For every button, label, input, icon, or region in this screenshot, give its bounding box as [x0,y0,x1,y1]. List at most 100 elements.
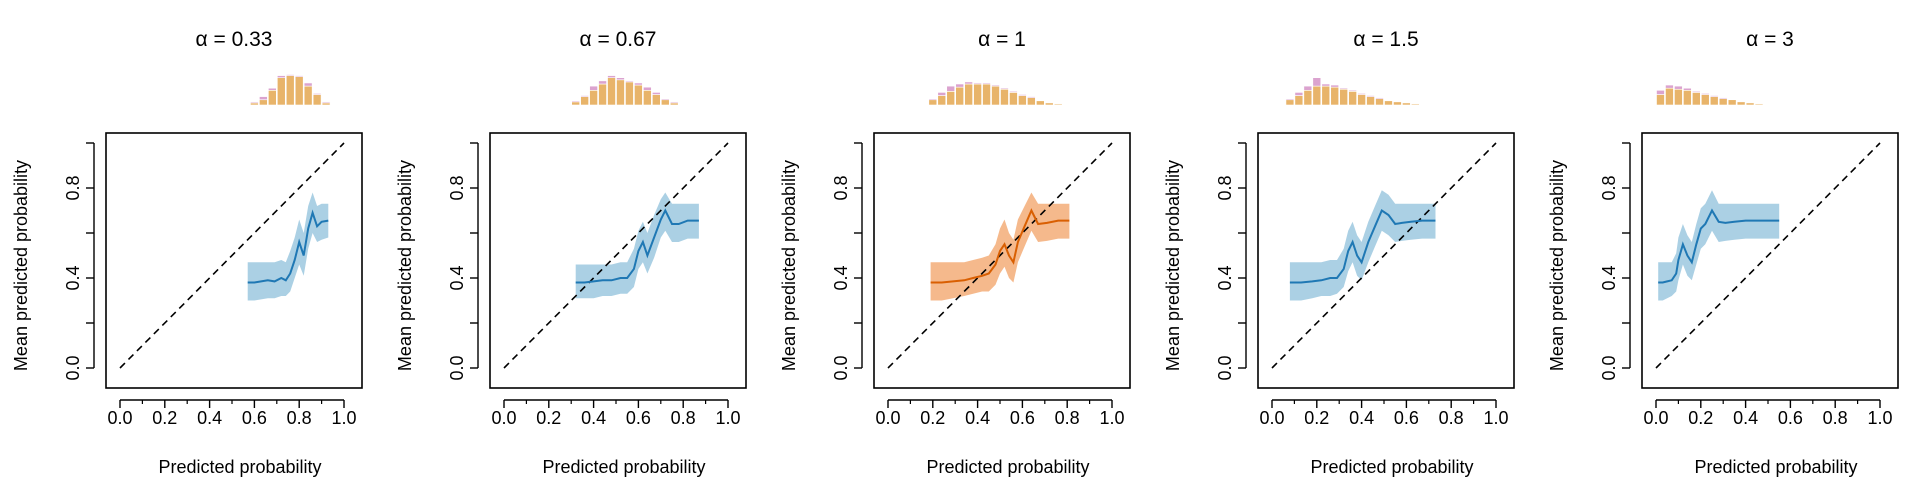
histogram-bar [285,75,295,106]
y-tick-label: 0.4 [831,265,851,290]
histogram-bar-top [1683,87,1692,91]
histogram-bar [1665,87,1674,106]
x-tick-label: 1.0 [1867,408,1892,428]
x-tick-label: 1.0 [715,408,740,428]
x-tick-label: 0.6 [1394,408,1419,428]
y-tick-label: 0.4 [1599,265,1619,290]
histogram-bar [1656,94,1665,106]
histogram-bar-top [982,82,991,85]
histogram-bar [580,96,589,106]
y-tick-label: 0.8 [447,175,467,200]
x-tick-label: 0.6 [626,408,651,428]
y-axis-label: Mean predicted probability [11,160,31,371]
histogram-bar [669,102,679,106]
x-axis-label: Predicted probability [542,457,705,477]
x-tick-label: 0.2 [920,408,945,428]
histogram-bar [982,83,991,106]
calibration-panel-2: α = 0.67 0.0 0.2 0.4 0.6 0.8 1.0 Predicted prob… [395,28,747,477]
x-tick-label: 0.2 [1304,408,1329,428]
x-tick-label: 1.0 [331,408,356,428]
x-axis-label: Predicted probability [926,457,1089,477]
x-tick-label: 0.6 [1010,408,1035,428]
histogram-bar [1294,95,1304,106]
plot-frame [873,132,1131,389]
calibration-line [575,208,699,284]
histogram-bar [1339,88,1348,106]
reference-diagonal [119,142,345,369]
calibration-panel-1: α = 0.33 0.0 0.2 0.4 0.6 0.8 1.0 Predicted prob… [11,28,363,477]
histogram-bar [1045,102,1054,106]
histogram-bar-top [1018,94,1027,96]
x-tick-label: 0.4 [965,408,990,428]
histogram-bar-top [928,98,938,101]
x-tick-label: 0.0 [491,408,516,428]
histogram-bar-top [276,75,286,78]
plot-frame [1257,132,1515,389]
y-tick-label: 0.4 [447,265,467,290]
histogram-bar-top [1285,98,1295,101]
x-tick-label: 0.0 [875,408,900,428]
panel-title: α = 0.33 [196,28,273,51]
histogram-bar-top [589,85,598,91]
x-tick-label: 0.6 [242,408,267,428]
histogram-bar [1053,103,1063,106]
y-tick-label: 0.8 [1599,175,1619,200]
histogram-bar [1674,88,1683,106]
x-tick-label: 0.2 [536,408,561,428]
reference-diagonal [887,142,1113,369]
x-tick-label: 0.0 [107,408,132,428]
panel-title: α = 3 [1746,28,1794,51]
histogram-bar-top [1339,87,1348,90]
histogram-bar [928,99,938,106]
histogram-bar [589,90,598,106]
reference-diagonal [503,142,729,369]
y-tick-label: 0.0 [1215,355,1235,380]
histogram-bar [946,91,955,106]
histogram-bar [937,95,947,106]
plot-frame [105,132,363,389]
histogram-bar-top [1294,92,1304,96]
plot-frame [1641,132,1899,389]
histogram-bar [1718,98,1728,106]
histogram-bar [1357,94,1366,106]
calibration-line [930,208,1070,284]
x-tick-label: 0.8 [1439,408,1464,428]
plot-frame [489,132,747,389]
histogram-bar [1285,99,1295,106]
y-tick-label: 0.0 [63,355,83,380]
calibration-line [1289,208,1436,284]
histogram-bar [1683,90,1692,106]
histogram-bar-top [312,93,322,95]
histogram-bar-top [1303,85,1313,91]
histogram-bar-top [955,83,964,88]
histogram-bar-top [1321,83,1331,87]
calibration-panel-3: α = 1 0.0 0.2 0.4 0.6 0.8 1.0 Predicted probabi… [779,28,1131,477]
histogram-bar [1375,98,1384,106]
histogram-bar-top [1000,87,1009,90]
histogram-bar-top [571,100,580,103]
histogram-bar [259,99,268,106]
histogram-bar [660,99,670,106]
histogram-bar [991,85,1000,106]
histogram-bar [1754,103,1764,106]
histogram-bar-top [1701,93,1710,95]
y-tick-label: 0.0 [447,355,467,380]
histogram-bar-top [991,84,1000,87]
histogram-bar-top [580,95,589,97]
x-tick-label: 0.8 [287,408,312,428]
histogram-bar-top [643,86,652,91]
x-axis-label: Predicted probability [1310,457,1473,477]
histogram-bar [303,85,313,106]
histogram-bar-top [1656,90,1665,95]
reference-diagonal [1271,142,1497,369]
histogram-bar [616,79,625,106]
histogram-bar-top [660,98,670,101]
histogram-bar-top [1665,84,1674,89]
histogram-bar [1384,100,1393,106]
x-tick-label: 0.8 [1055,408,1080,428]
histogram-bar-top [634,82,643,86]
panel-title: α = 1 [978,28,1026,51]
histogram-bar [1000,88,1009,106]
histogram-bar-top [973,82,982,85]
histogram-bar [1701,94,1710,106]
